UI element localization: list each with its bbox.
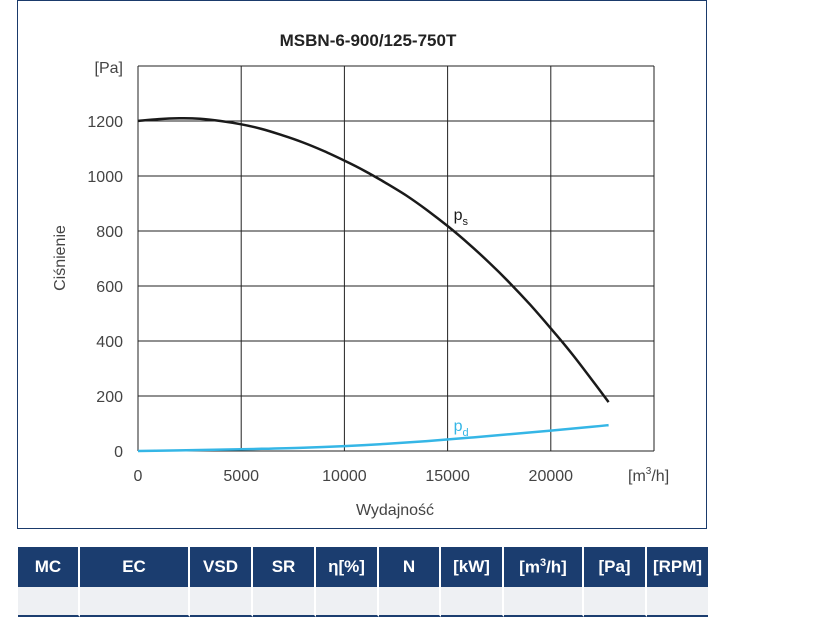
spec-table-header: MC EC VSD SR η[%] N [kW] [m3/h] [Pa] [RPM]	[18, 547, 708, 587]
column-header: VSD	[190, 547, 253, 587]
column-header: [RPM]	[647, 547, 708, 587]
y-tick-label: 400	[96, 334, 123, 351]
series: ps pd	[137, 117, 610, 453]
table-cell	[584, 587, 647, 617]
table-cell	[647, 587, 708, 617]
chart-panel: MSBN-6-900/125-750T [Pa] Ciśnienie Wydaj…	[17, 0, 707, 529]
y-tick-label: 800	[96, 224, 123, 241]
column-header: SR	[253, 547, 316, 587]
y-tick-label: 1200	[87, 114, 123, 131]
column-header: [m3/h]	[504, 547, 584, 587]
table-row	[18, 587, 708, 617]
chart-title: MSBN-6-900/125-750T	[280, 31, 457, 50]
table-cell	[504, 587, 584, 617]
table-cell	[18, 587, 80, 617]
x-tick-label: 5000	[223, 468, 259, 485]
column-header: MC	[18, 547, 80, 587]
table-cell	[253, 587, 316, 617]
column-header: [kW]	[441, 547, 504, 587]
grid	[137, 65, 655, 452]
column-header: EC	[80, 547, 190, 587]
column-header: N	[379, 547, 441, 587]
y-tick-label: 0	[114, 444, 123, 461]
column-header: [Pa]	[584, 547, 647, 587]
y-tick-label: 200	[96, 389, 123, 406]
table-cell	[441, 587, 504, 617]
x-tick-label: 10000	[322, 468, 367, 485]
x-unit-label: [m3/h]	[628, 466, 669, 485]
tick-labels: 0 5000 10000 15000 20000 0 200 400 600 800 1000 120…	[87, 114, 573, 485]
x-tick-label: 0	[134, 468, 143, 485]
series-line-pd	[137, 423, 609, 453]
y-unit-label: [Pa]	[95, 60, 123, 77]
table-cell	[379, 587, 441, 617]
y-tick-label: 600	[96, 279, 123, 296]
table-cell	[316, 587, 379, 617]
series-label-ps: ps	[454, 207, 469, 228]
series-label-pd: pd	[454, 418, 469, 439]
spec-table: MC EC VSD SR η[%] N [kW] [m3/h] [Pa] [RPM]	[18, 547, 708, 617]
pressure-flow-chart: MSBN-6-900/125-750T [Pa] Ciśnienie Wydaj…	[52, 31, 669, 519]
y-axis-label: Ciśnienie	[52, 225, 69, 291]
x-tick-label: 20000	[529, 468, 574, 485]
series-line-ps	[137, 117, 610, 403]
x-axis-label: Wydajność	[356, 502, 434, 519]
x-tick-label: 15000	[425, 468, 470, 485]
table-cell	[190, 587, 253, 617]
column-header: η[%]	[316, 547, 379, 587]
y-tick-label: 1000	[87, 169, 123, 186]
table-cell	[80, 587, 190, 617]
